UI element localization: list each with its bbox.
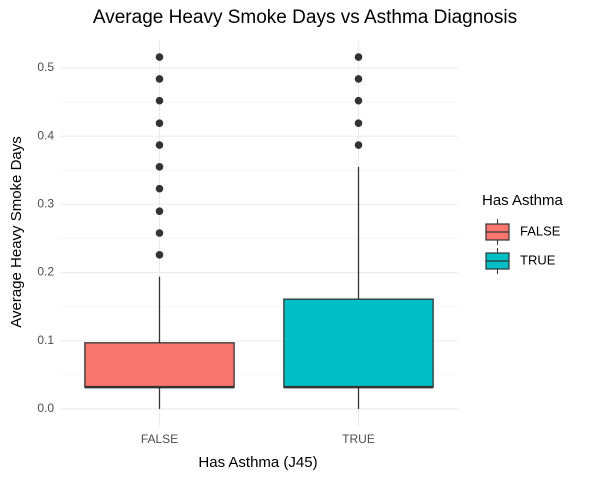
y-tick-label: 0.2	[37, 265, 54, 279]
box	[84, 342, 235, 388]
box	[283, 298, 434, 388]
outlier	[155, 119, 164, 128]
outlier	[155, 163, 164, 171]
y-tick-label: 0.4	[37, 128, 54, 142]
outlier	[155, 141, 164, 149]
legend-label: FALSE	[520, 223, 561, 238]
y-tick-label: 0.1	[37, 333, 54, 347]
outlier	[155, 184, 164, 193]
outlier	[155, 229, 164, 237]
outlier	[155, 75, 164, 83]
outlier	[354, 119, 363, 128]
outlier	[354, 141, 363, 149]
x-tick-label: TRUE	[342, 432, 375, 446]
outlier	[155, 96, 164, 105]
x-tick-label: FALSE	[141, 432, 178, 446]
y-tick-label: 0.3	[37, 197, 54, 211]
outlier	[155, 207, 164, 215]
y-tick-label: 0.0	[37, 401, 54, 415]
outlier	[354, 53, 363, 61]
legend-label: TRUE	[520, 252, 556, 267]
outlier	[354, 75, 363, 83]
outlier	[155, 53, 164, 61]
outlier	[155, 251, 164, 259]
x-axis-label: Has Asthma (J45)	[198, 454, 317, 471]
legend-title: Has Asthma	[482, 192, 564, 209]
y-axis-label: Average Heavy Smoke Days	[8, 136, 25, 327]
outlier	[354, 96, 363, 105]
chart-title: Average Heavy Smoke Days vs Asthma Diagn…	[93, 7, 517, 28]
y-tick-label: 0.5	[37, 60, 54, 74]
